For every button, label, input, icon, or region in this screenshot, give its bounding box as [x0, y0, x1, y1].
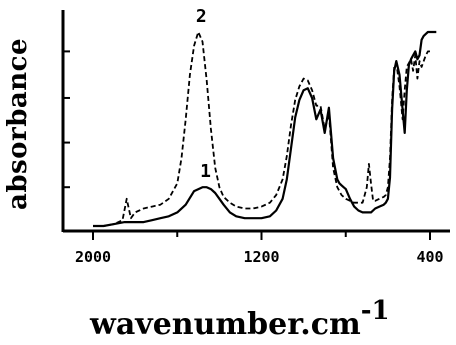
series-label-2: 2: [196, 6, 207, 27]
x-tick-label-1200: 1200: [243, 248, 279, 266]
x-axis-label-unit: cm: [310, 307, 361, 342]
x-ticks: 2000 1200 400: [75, 231, 444, 266]
x-axis-label-main: wavenumber: [90, 307, 301, 342]
x-tick-label-2000: 2000: [75, 248, 111, 266]
series-label-1: 1: [200, 161, 211, 182]
x-axis-label-sep: .: [300, 307, 311, 342]
x-axis-label-exponent: -1: [360, 296, 390, 326]
x-tick-label-400: 400: [416, 248, 443, 266]
series-layer: [93, 30, 437, 228]
series-line-2: [93, 31, 430, 227]
y-ticks: [63, 50, 70, 189]
x-axis-label: wavenumber.cm-1: [90, 296, 410, 342]
series-label-layer: 12: [196, 6, 211, 182]
y-axis-label: absorbance: [3, 38, 33, 211]
